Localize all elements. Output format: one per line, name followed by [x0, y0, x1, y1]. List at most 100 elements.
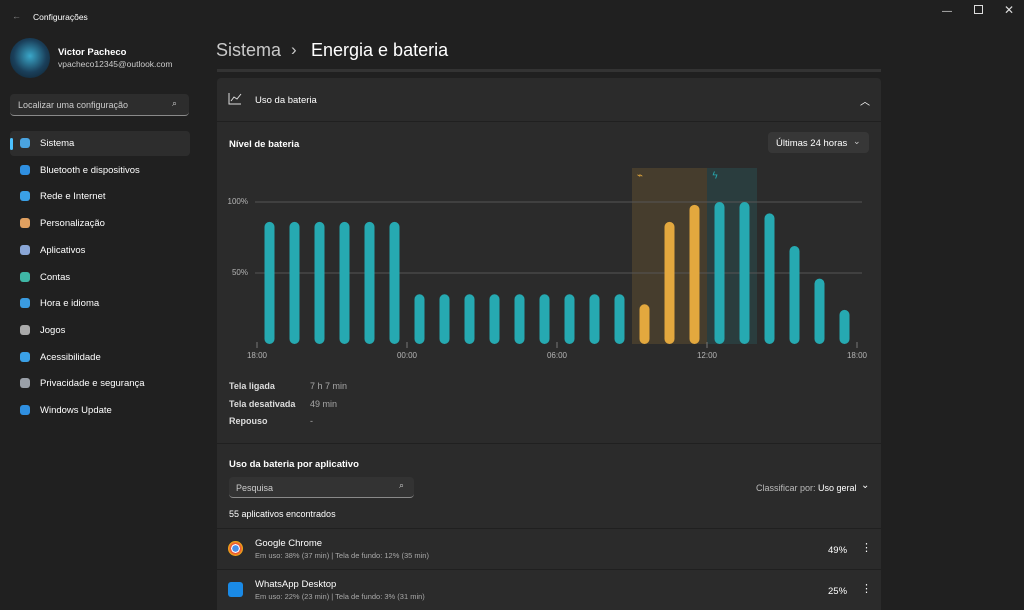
stat-value: 49 min — [310, 398, 338, 409]
bar — [489, 294, 500, 344]
bar — [439, 294, 450, 344]
bar — [314, 221, 325, 344]
sort-icon[interactable]: ⌄ — [861, 480, 870, 491]
breadcrumb-parent[interactable]: Sistema — [216, 40, 282, 60]
bar — [639, 304, 650, 344]
more-button[interactable]: ⋮ — [861, 542, 872, 554]
nav-label: Rede e Internet — [40, 191, 106, 203]
window-title: Configurações — [33, 12, 88, 22]
nav-item[interactable]: Hora e idioma — [10, 291, 190, 316]
nav-icon — [20, 138, 30, 148]
nav-label: Personalização — [40, 218, 105, 230]
range-value: Últimas 24 horas — [776, 138, 848, 149]
nav-icon — [20, 405, 30, 415]
stat-value: - — [310, 416, 313, 426]
scroll-edge — [217, 69, 881, 72]
bar — [714, 202, 725, 344]
chart-icon — [228, 93, 242, 105]
bar — [364, 221, 375, 344]
maximize[interactable] — [974, 5, 983, 14]
nav-item[interactable]: Sistema — [10, 131, 190, 156]
battery-header[interactable]: Uso da bateria ︿ — [217, 78, 881, 121]
nav-label: Sistema — [40, 138, 75, 149]
bar — [764, 213, 775, 344]
bar — [839, 309, 850, 344]
nav-item[interactable]: Rede e Internet — [10, 184, 190, 209]
collapse-icon[interactable]: ︿ — [860, 97, 870, 108]
bar — [689, 204, 700, 344]
user-name: Victor Pacheco — [58, 47, 127, 58]
app-detail: Em uso: 38% (37 min) | Tela de fundo: 12… — [255, 551, 429, 560]
apps-search-placeholder: Pesquisa — [236, 483, 274, 493]
bar — [464, 294, 475, 344]
sort-label: Classificar por: — [756, 483, 816, 493]
apps-search-icon: ⌕ — [399, 480, 405, 490]
nav-icon — [20, 298, 30, 309]
app-percent: 49% — [828, 545, 848, 556]
close[interactable]: ✕ — [1004, 3, 1015, 17]
nav-icon — [20, 218, 30, 229]
back-button[interactable]: ← — [12, 11, 21, 21]
nav-item[interactable]: Acessibilidade — [10, 345, 190, 370]
nav-item[interactable]: Privacidade e segurança — [10, 371, 190, 396]
x-tick-label: 12:00 — [697, 351, 718, 360]
bar — [614, 294, 625, 344]
nav-label: Windows Update — [40, 405, 112, 416]
region-icon: ϟ — [712, 171, 718, 182]
app-name: Google Chrome — [255, 538, 323, 549]
nav-item[interactable]: Contas — [10, 265, 190, 290]
nav-label: Privacidade e segurança — [40, 378, 145, 390]
range-dropdown[interactable]: Últimas 24 horas ⌄ — [768, 132, 869, 153]
nav-label: Bluetooth e dispositivos — [40, 164, 140, 176]
more-button[interactable]: ⋮ — [861, 583, 872, 595]
bar — [589, 294, 600, 344]
app-row[interactable]: Google Chrome Em uso: 38% (37 min) | Tela… — [217, 529, 881, 569]
nav-icon — [20, 324, 30, 335]
minimize[interactable]: — — [942, 6, 952, 17]
bar — [289, 221, 300, 344]
nav-item[interactable]: Bluetooth e dispositivos — [10, 158, 190, 183]
bar — [539, 294, 550, 344]
sort-value[interactable]: Uso geral — [818, 483, 857, 493]
bar — [664, 221, 675, 344]
y-tick-label: 50% — [232, 268, 248, 277]
app-detail: Em uso: 22% (23 min) | Tela de fundo: 3%… — [255, 592, 425, 601]
bar — [514, 294, 525, 344]
battery-level-label: Nível de bateria — [229, 139, 300, 150]
breadcrumb-separator: › — [291, 40, 297, 59]
nav-icon — [20, 378, 30, 389]
apps-count: 55 aplicativos encontrados — [229, 509, 336, 519]
search-box[interactable]: Localizar uma configuração ⌕ — [10, 94, 189, 116]
app-name: WhatsApp Desktop — [255, 579, 337, 590]
nav-item[interactable]: Aplicativos — [10, 238, 190, 263]
bar — [339, 221, 350, 344]
stat-label: Tela desativada — [229, 398, 296, 409]
avatar[interactable] — [10, 38, 50, 78]
app-icon — [228, 582, 243, 597]
x-tick-label: 00:00 — [397, 351, 418, 360]
region-icon: ⌁ — [637, 171, 643, 182]
bar — [739, 202, 750, 344]
search-placeholder: Localizar uma configuração — [18, 100, 129, 110]
nav-icon — [20, 271, 30, 282]
x-tick-label: 18:00 — [847, 351, 868, 360]
stat-value: 7 h 7 min — [310, 381, 348, 391]
app-row[interactable]: WhatsApp Desktop Em uso: 22% (23 min) | T… — [217, 570, 881, 610]
apps-panel: Uso da bateria por aplicativo Pesquisa ⌕… — [217, 444, 881, 528]
nav-label: Aplicativos — [40, 244, 86, 256]
bar — [389, 221, 400, 344]
bar — [789, 246, 800, 344]
apps-search[interactable]: Pesquisa ⌕ — [229, 477, 414, 498]
battery-header-title: Uso da bateria — [255, 95, 317, 106]
nav-item[interactable]: Windows Update — [10, 398, 190, 423]
nav-label: Jogos — [40, 324, 66, 336]
stat-label: Tela ligada — [229, 381, 275, 391]
battery-chart: ⌁ ϟ 50% 100% 18:00 00:00 06:00 12:00 18:00 — [228, 168, 868, 360]
nav-item[interactable]: Personalização — [10, 211, 190, 236]
nav-item[interactable]: Jogos — [10, 318, 190, 343]
stat-label: Repouso — [229, 416, 268, 426]
page-title: Energia e bateria — [311, 40, 449, 60]
nav-icon — [20, 164, 30, 175]
app-percent: 25% — [828, 586, 848, 597]
